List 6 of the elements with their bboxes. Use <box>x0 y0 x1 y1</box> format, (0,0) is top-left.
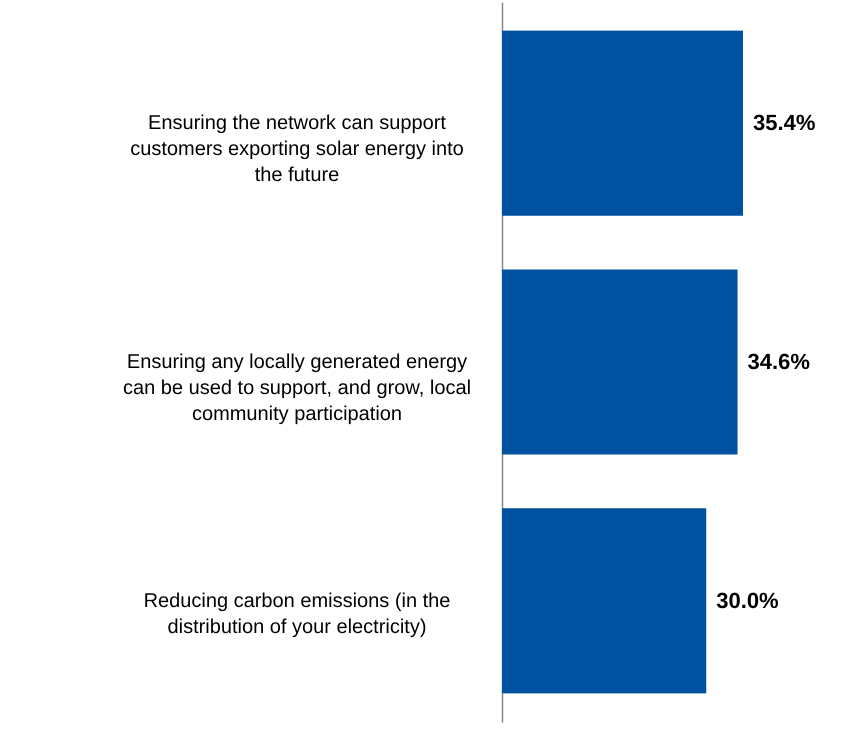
y-tick-label: Ensuring any locally generated energy can be used to support, and grow, local community participation <box>122 351 472 425</box>
data-label: 35.4% <box>753 110 816 136</box>
y-tick-label: Ensuring the network can support customers exporting solar energy into the future <box>130 112 464 186</box>
y-tick-label: Reducing carbon emissions (in the distribution of your electricity) <box>144 590 450 638</box>
data-label: 30.0% <box>716 588 779 613</box>
data-label: 34.6% <box>748 349 810 374</box>
